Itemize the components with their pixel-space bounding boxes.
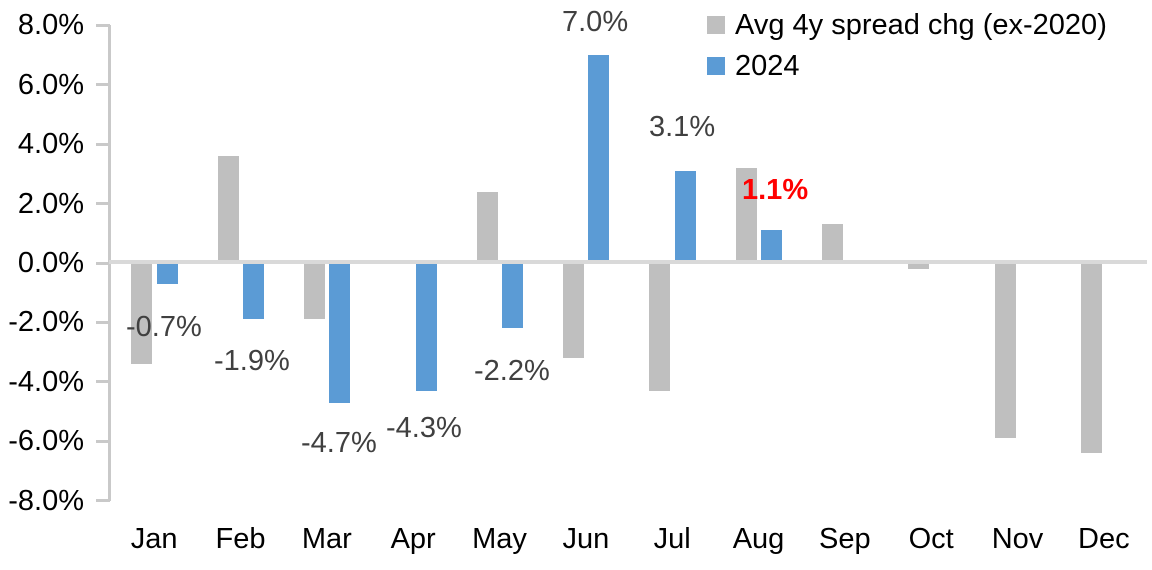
bar-avg-jul: [649, 264, 671, 391]
y-tick-mark: [96, 261, 110, 265]
y-tick-label: 4.0%: [17, 128, 84, 161]
y-tick-mark: [96, 320, 110, 324]
y-tick-label: -6.0%: [8, 425, 84, 458]
data-label: 1.1%: [742, 174, 809, 206]
data-label: -2.2%: [474, 355, 550, 387]
bar-2024-feb: [243, 264, 264, 320]
y-tick-label: -8.0%: [8, 484, 84, 517]
y-tick-label: -4.0%: [8, 365, 84, 398]
x-tick-label-jun: Jun: [562, 523, 610, 555]
y-tick-label: 0.0%: [17, 247, 84, 279]
y-tick-mark: [96, 380, 110, 384]
y-tick-label: 8.0%: [17, 9, 84, 42]
y-tick-label: 2.0%: [17, 187, 84, 220]
y-tick-mark: [96, 23, 110, 27]
bar-avg-jan: [131, 264, 153, 364]
x-tick-label-oct: Oct: [908, 523, 954, 555]
y-tick-mark: [96, 142, 110, 146]
x-tick-label-jan: Jan: [130, 523, 178, 555]
y-tick-mark: [96, 499, 110, 503]
bar-2024-mar: [329, 264, 351, 403]
legend-label-2024: 2024: [735, 49, 800, 82]
x-tick-label-jul: Jul: [653, 523, 691, 555]
legend-label-avg: Avg 4y spread chg (ex-2020): [735, 8, 1107, 41]
x-tick-label-feb: Feb: [215, 523, 266, 555]
x-tick-label-mar: Mar: [301, 523, 352, 555]
bar-avg-dec: [1080, 264, 1102, 454]
data-label: 3.1%: [649, 111, 716, 143]
bar-2024-aug: [761, 230, 782, 260]
bar-avg-mar: [303, 264, 325, 320]
bar-avg-oct: [908, 264, 930, 269]
bar-2024-jul: [674, 170, 696, 260]
y-tick-label: -2.0%: [8, 306, 84, 339]
x-tick-label-may: May: [472, 523, 527, 555]
bar-avg-may: [476, 191, 498, 260]
x-tick-label-nov: Nov: [991, 523, 1044, 555]
x-tick-label-apr: Apr: [390, 523, 436, 555]
bar-2024-jun: [588, 55, 610, 260]
data-label: -4.3%: [386, 412, 462, 444]
bar-avg-nov: [994, 264, 1016, 439]
bar-avg-aug: [735, 167, 757, 260]
x-tick-label-dec: Dec: [1078, 523, 1130, 555]
legend-swatch-gray-icon: [707, 16, 725, 34]
zero-baseline: [109, 260, 1147, 264]
y-tick-mark: [96, 439, 110, 443]
bar-avg-feb: [217, 156, 239, 260]
y-tick-mark: [96, 202, 110, 206]
x-tick-label-aug: Aug: [732, 523, 785, 555]
data-label: 7.0%: [562, 6, 629, 38]
bar-2024-may: [502, 264, 523, 329]
legend: Avg 4y spread chg (ex-2020) 2024: [707, 7, 1107, 84]
x-tick-label-sep: Sep: [819, 523, 871, 555]
bar-2024-apr: [415, 264, 437, 391]
y-tick-mark: [96, 83, 110, 87]
data-label: -1.9%: [214, 345, 290, 377]
y-tick-label: 6.0%: [17, 68, 84, 101]
data-label: -4.7%: [301, 427, 377, 459]
legend-item-avg: Avg 4y spread chg (ex-2020): [707, 7, 1107, 43]
bar-avg-sep: [821, 224, 843, 260]
bar-avg-jun: [562, 264, 584, 359]
legend-item-2024: 2024: [707, 48, 1107, 84]
legend-swatch-blue-icon: [707, 57, 725, 75]
bar-2024-jan: [156, 264, 178, 284]
data-label: -0.7%: [126, 311, 202, 343]
